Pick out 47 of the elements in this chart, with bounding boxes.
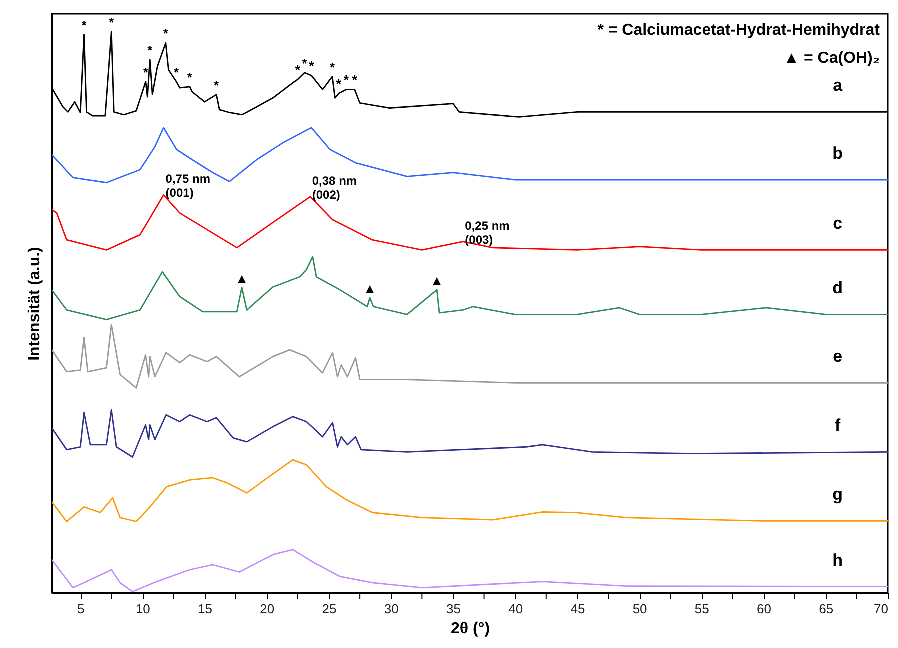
annotation: * [214, 78, 220, 93]
annotation: * [187, 70, 194, 85]
x-tick-label: 20 [260, 602, 275, 616]
x-tick-label: 65 [819, 602, 834, 616]
annotation: * = Calciumacetat-Hydrat-Hemihydrat [598, 22, 881, 39]
annotation: ▲ [236, 270, 248, 286]
annotation: ▲ [430, 273, 444, 288]
x-tick-label: 15 [198, 602, 213, 616]
x-tick-label: 25 [322, 602, 337, 616]
x-tick-label: 40 [508, 602, 524, 616]
annotation: 0,38 nm (002) [312, 174, 358, 202]
annotation: * [295, 62, 302, 78]
x-tick-label: 70 [874, 602, 888, 616]
x-tick-label: 55 [694, 602, 710, 616]
x-tick-label: 45 [570, 602, 586, 616]
series-label: a [833, 76, 844, 96]
series-label: c [833, 214, 843, 234]
x-tick-label: 10 [136, 602, 150, 616]
annotation: * [302, 56, 308, 71]
series-label: g [832, 485, 844, 504]
series-label: d [832, 278, 844, 298]
annotation: ▲ [364, 280, 376, 296]
series-label: e [833, 347, 843, 366]
annotation: * [336, 76, 342, 92]
annotation: * [174, 64, 180, 80]
annotation: * [148, 43, 154, 58]
annotation: * [143, 64, 150, 80]
x-tick-label: 35 [446, 602, 461, 616]
annotation: * [330, 60, 336, 75]
x-axis-title: 2θ (°) [450, 620, 490, 638]
y-axis-title: Intensität (a.u.) [26, 247, 44, 361]
annotation: 0,75 nm (001) [166, 172, 210, 200]
annotation: * [309, 58, 316, 74]
annotation: * [344, 72, 350, 88]
annotation: * [352, 72, 358, 88]
x-tick-label: 5 [77, 602, 85, 616]
annotation: * [109, 14, 116, 30]
annotation: 0,25 nm (003) [465, 218, 510, 247]
annotation: ▲ = Ca(OH)₂ [784, 50, 880, 67]
series-label: b [832, 144, 844, 164]
x-tick-label: 30 [384, 602, 399, 616]
x-tick-label: 50 [632, 602, 648, 616]
annotation: * [82, 18, 88, 33]
series-label: h [832, 550, 844, 570]
annotation: * [163, 26, 170, 42]
series-label: f [835, 416, 842, 436]
x-tick-label: 60 [757, 602, 772, 616]
